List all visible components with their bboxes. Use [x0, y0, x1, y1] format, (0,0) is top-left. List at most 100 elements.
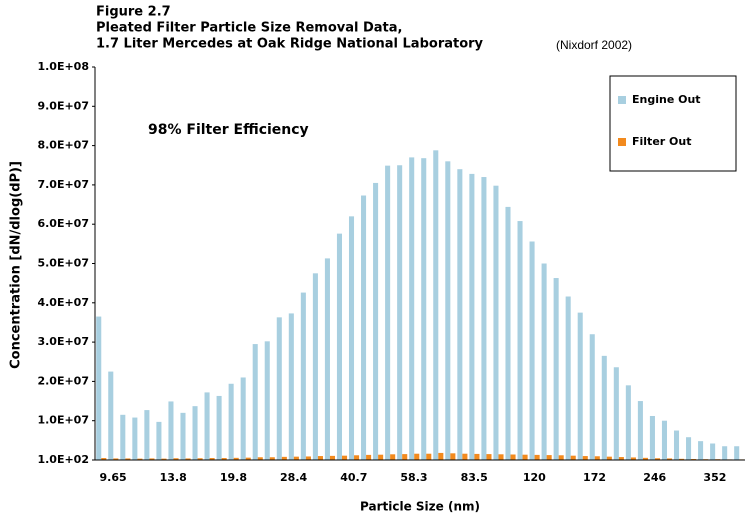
- bar: [329, 455, 336, 460]
- bar: [469, 173, 475, 460]
- x-tick-label: 172: [583, 471, 606, 484]
- bar: [125, 458, 131, 460]
- legend-swatch: [618, 96, 626, 104]
- bar: [354, 455, 360, 460]
- y-tick-label: 7.0E+07: [37, 178, 89, 191]
- bar: [192, 406, 198, 460]
- bar: [438, 452, 444, 460]
- bar: [558, 455, 564, 460]
- bar: [529, 241, 535, 460]
- bar: [510, 454, 516, 460]
- bar: [517, 221, 523, 460]
- x-tick-label: 40.7: [340, 471, 367, 484]
- bar: [342, 455, 348, 460]
- bar: [390, 454, 396, 460]
- y-tick-label: 4.0E+07: [37, 296, 89, 309]
- legend-swatch: [618, 138, 626, 146]
- bar: [661, 420, 667, 460]
- bar: [161, 458, 167, 460]
- bar: [679, 458, 685, 460]
- y-axis-label: Concentration [dN/dlog(dP)]: [9, 161, 24, 369]
- bar: [570, 455, 576, 460]
- y-tick-label: 9.0E+07: [37, 99, 89, 112]
- bar: [233, 457, 239, 460]
- bar: [409, 157, 415, 461]
- x-tick-label: 352: [703, 471, 726, 484]
- bar: [722, 446, 728, 460]
- bar: [594, 456, 600, 460]
- bar: [457, 169, 463, 460]
- bar: [336, 233, 342, 460]
- legend-label: Filter Out: [632, 135, 691, 148]
- annotation: 98% Filter Efficiency: [148, 122, 309, 138]
- bar: [108, 371, 114, 460]
- bar: [228, 383, 234, 460]
- bar: [245, 457, 251, 460]
- bar: [113, 458, 119, 460]
- bar: [450, 453, 456, 460]
- bar: [221, 458, 227, 460]
- bar: [486, 454, 492, 460]
- bar: [642, 457, 648, 460]
- x-tick-label: 9.65: [99, 471, 126, 484]
- bar: [654, 458, 661, 460]
- bar: [240, 377, 246, 460]
- bar: [546, 455, 552, 460]
- y-tick-label: 2.0E+07: [37, 374, 89, 387]
- bar: [197, 458, 203, 460]
- bar: [498, 454, 504, 460]
- bar: [132, 417, 138, 460]
- title-line: 1.7 Liter Mercedes at Oak Ridge National…: [96, 37, 484, 52]
- bar: [300, 292, 306, 460]
- bar: [649, 415, 655, 460]
- bar: [462, 453, 468, 460]
- bar: [577, 312, 583, 460]
- bar: [288, 313, 294, 460]
- bar: [445, 161, 451, 460]
- bar: [625, 385, 631, 460]
- bar: [180, 412, 186, 460]
- bar: [589, 334, 595, 460]
- bar: [481, 177, 487, 461]
- source: (Nixdorf 2002): [556, 38, 632, 52]
- y-tick-label: 3.0E+07: [37, 335, 89, 348]
- y-tick-label: 8.0E+07: [37, 139, 89, 152]
- bar: [505, 206, 511, 460]
- bar: [293, 456, 299, 460]
- y-tick-label: 5.0E+07: [37, 257, 89, 270]
- bar: [101, 458, 107, 460]
- legend-box: [609, 75, 737, 172]
- bar: [361, 195, 367, 461]
- bar: [366, 454, 372, 460]
- bar: [257, 457, 263, 460]
- bar: [613, 367, 619, 460]
- bar: [582, 456, 588, 460]
- y-tick-label: 1.0E+08: [37, 60, 89, 73]
- x-tick-label: 19.8: [220, 471, 247, 484]
- x-tick-label: 13.8: [160, 471, 187, 484]
- bar: [204, 392, 210, 460]
- bar: [534, 454, 540, 460]
- x-tick-label: 28.4: [280, 471, 307, 484]
- bar: [373, 182, 379, 460]
- bar: [252, 344, 258, 460]
- bar: [185, 458, 191, 460]
- bar: [565, 296, 571, 460]
- bar: [216, 395, 222, 460]
- bar: [156, 421, 162, 460]
- bar: [474, 453, 480, 460]
- bar: [414, 453, 420, 460]
- bar: [348, 216, 355, 460]
- bar: [317, 456, 323, 460]
- bar: [686, 437, 692, 460]
- x-tick-label: 83.5: [461, 471, 488, 484]
- x-tick-label: 120: [523, 471, 546, 484]
- bar: [149, 458, 155, 460]
- bar: [402, 454, 408, 460]
- y-tick-label: 1.0E+07: [37, 414, 89, 427]
- bar: [397, 165, 403, 460]
- bar: [637, 401, 643, 460]
- title-line: Figure 2.7: [96, 5, 171, 20]
- x-axis-label: Particle Size (nm): [360, 500, 480, 514]
